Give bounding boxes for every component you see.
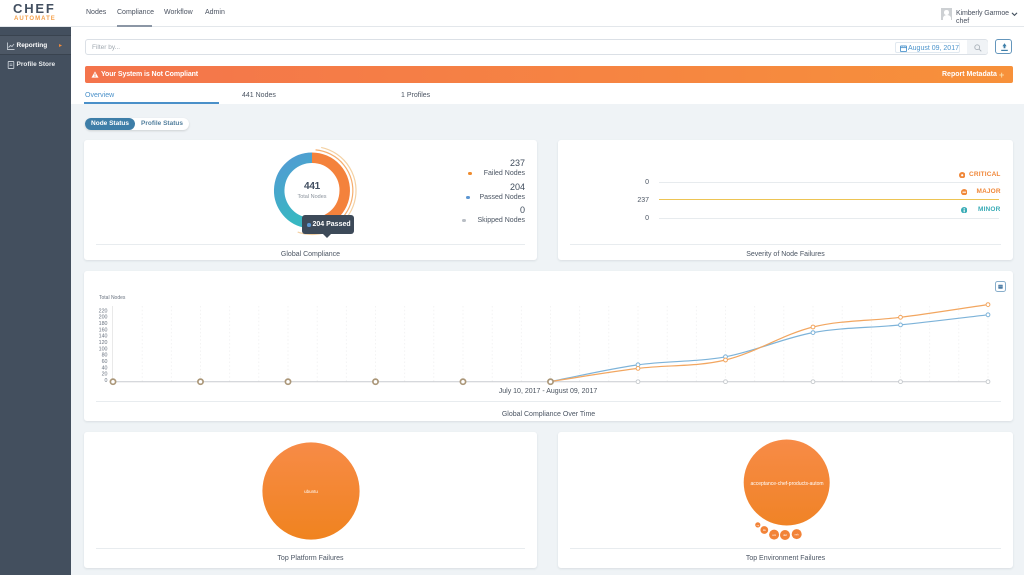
svg-text:220: 220 (99, 308, 108, 314)
svg-text:200: 200 (99, 315, 108, 321)
svg-text:100: 100 (99, 346, 108, 352)
svg-text:uni: uni (772, 533, 776, 537)
svg-text:da: da (763, 528, 766, 532)
svg-text:20: 20 (102, 372, 108, 378)
svg-text:160: 160 (99, 327, 108, 333)
svg-text:uq: uq (757, 525, 760, 527)
svg-text:60: 60 (102, 359, 108, 365)
svg-text:reh: reh (795, 532, 799, 536)
svg-text:del: del (783, 533, 787, 537)
svg-text:0: 0 (105, 378, 108, 384)
svg-text:180: 180 (99, 321, 108, 327)
svg-text:120: 120 (99, 340, 108, 346)
svg-text:40: 40 (102, 365, 108, 371)
svg-text:140: 140 (99, 334, 108, 340)
svg-text:80: 80 (102, 353, 108, 359)
